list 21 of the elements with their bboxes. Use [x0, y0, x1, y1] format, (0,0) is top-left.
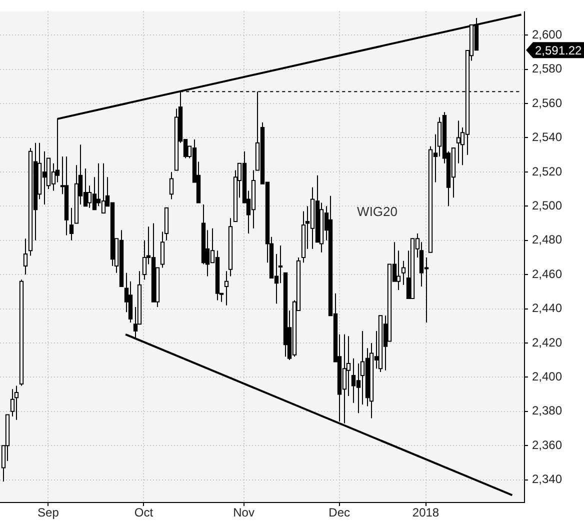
y-tick-label: 2,460: [532, 266, 562, 281]
y-tick-label: 2,420: [532, 335, 562, 350]
y-tick-label: 2,560: [532, 96, 562, 110]
annotation: WIG20: [357, 204, 398, 220]
x-tick-label: Dec: [328, 506, 350, 520]
y-tick-label: 2,600: [532, 27, 562, 42]
x-tick-label: Sep: [38, 506, 60, 520]
y-tick-label: 2,380: [532, 404, 562, 418]
y-tick-label: 2,500: [532, 198, 562, 212]
text: 2,591.22: [535, 43, 582, 58]
x-tick-label: Oct: [134, 506, 154, 520]
y-tick-label: 2,340: [532, 472, 562, 486]
y-tick-label: 2,360: [532, 438, 562, 452]
y-tick-label: 2,400: [532, 369, 562, 384]
y-tick-label: 2,580: [532, 62, 562, 76]
y-tick-label: 2,440: [532, 301, 562, 316]
y-tick-label: 2,480: [532, 232, 562, 247]
y-tick-label: 2,540: [532, 130, 562, 144]
x-tick-label: 2018: [412, 506, 440, 520]
y-tick-label: 2,520: [532, 164, 562, 178]
x-tick-label: Nov: [233, 506, 254, 520]
